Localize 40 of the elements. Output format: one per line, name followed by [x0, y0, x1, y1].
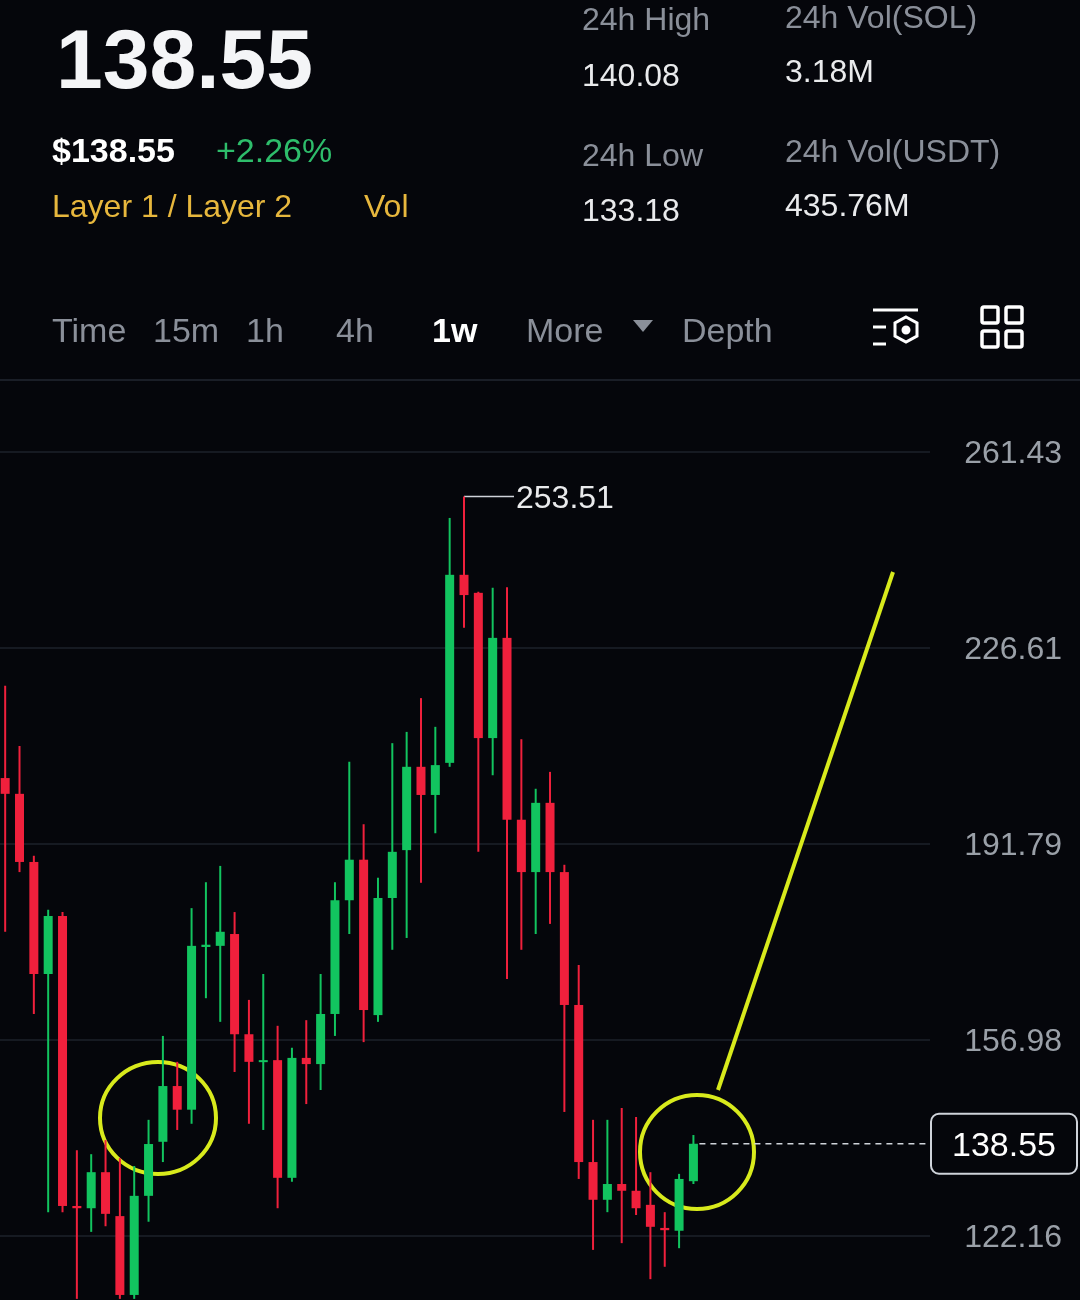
annotation: 253.51	[516, 478, 614, 515]
y-tick-label: 191.79	[964, 826, 1062, 863]
candlestick	[602, 1118, 612, 1214]
candlestick	[459, 495, 469, 629]
text: Layer 1 / Layer 2	[52, 188, 293, 224]
candlestick	[201, 881, 211, 1000]
text: 3.18M	[785, 53, 874, 89]
candlestick	[301, 1019, 311, 1106]
candlestick	[72, 1149, 82, 1300]
ref-line-label: 138.55	[952, 1124, 1056, 1163]
text: 435.76M	[785, 187, 910, 223]
text: 1w	[432, 311, 478, 349]
text: More	[526, 311, 604, 349]
text: $138.55	[52, 131, 175, 169]
text: 133.18	[582, 192, 680, 228]
text: 15m	[153, 311, 220, 349]
candlestick	[645, 1171, 655, 1281]
text: 24h Vol(SOL)	[785, 0, 978, 35]
y-tick-label: 156.98	[964, 1022, 1062, 1059]
chart-title: 138.55	[56, 12, 313, 106]
candlestick	[215, 864, 225, 1023]
candlestick	[0, 684, 10, 933]
text: 24h Low	[582, 137, 704, 173]
candlestick	[660, 1211, 670, 1268]
candlestick	[631, 1116, 641, 1216]
y-tick-label: 226.61	[964, 630, 1062, 667]
y-tick-label: 261.43	[964, 434, 1062, 471]
text: +2.26%	[216, 131, 333, 169]
candlestick	[172, 1060, 182, 1131]
text: 140.08	[582, 57, 680, 93]
candlestick	[258, 973, 268, 1131]
text: 4h	[336, 311, 374, 349]
text: Vol	[364, 188, 409, 224]
text: Depth	[682, 311, 773, 349]
text: 24h Vol(USDT)	[785, 133, 1001, 169]
y-tick-label: 122.16	[964, 1218, 1062, 1255]
candlestick	[617, 1107, 627, 1245]
text: 24h High	[582, 1, 711, 37]
text: 1h	[246, 311, 284, 349]
text: Time	[52, 311, 127, 349]
